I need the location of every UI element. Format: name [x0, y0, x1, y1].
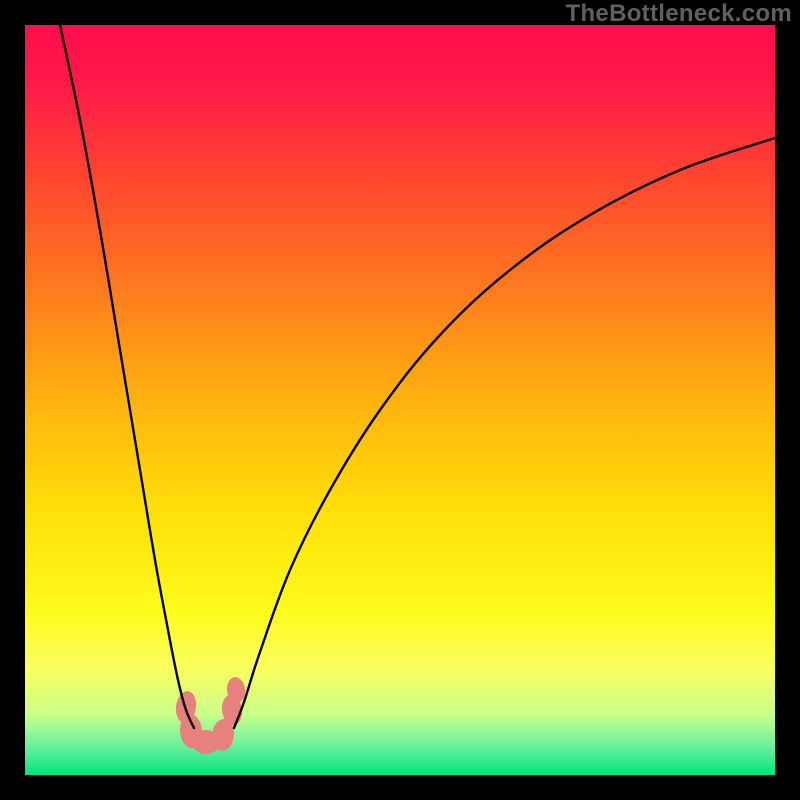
attribution-label: TheBottleneck.com	[566, 0, 792, 28]
bottleneck-chart: TheBottleneck.com	[0, 0, 800, 800]
plot-area	[25, 25, 775, 775]
chart-svg	[0, 0, 800, 800]
